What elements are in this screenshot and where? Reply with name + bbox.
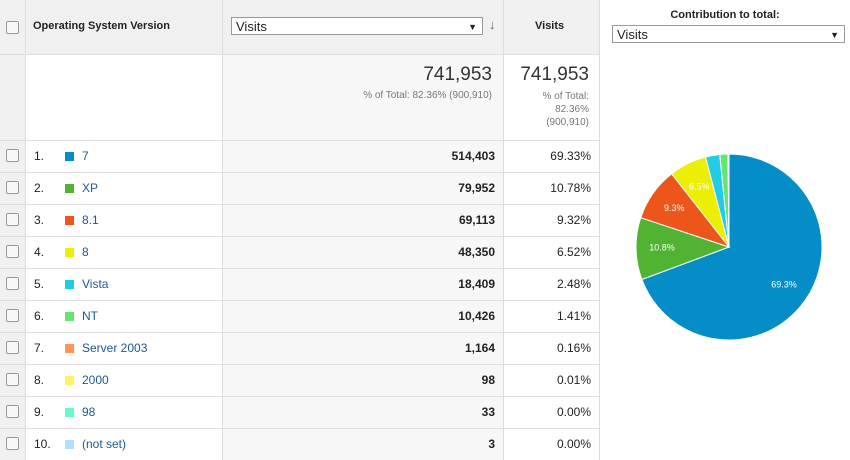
os-link[interactable]: 7 xyxy=(82,149,89,163)
color-swatch xyxy=(65,152,74,161)
sorted-column xyxy=(222,54,503,460)
percent: 6.52% xyxy=(556,245,591,259)
percent: 69.33% xyxy=(550,149,591,163)
row-checkbox[interactable] xyxy=(6,309,19,322)
slice-label: 9.3% xyxy=(664,203,685,213)
total-value: 741,953 xyxy=(520,64,589,85)
row-divider xyxy=(0,300,600,301)
visits: 69,113 xyxy=(458,213,495,227)
row-checkbox[interactable] xyxy=(6,213,19,226)
percent: 0.00% xyxy=(556,437,591,451)
rank: 1. xyxy=(34,149,45,163)
rank: 8. xyxy=(34,373,45,387)
percent: 9.32% xyxy=(556,213,591,227)
visits: 33 xyxy=(481,405,495,419)
slice-label: 6.5% xyxy=(689,181,710,191)
color-swatch xyxy=(65,440,74,449)
row-checkbox[interactable] xyxy=(6,405,19,418)
total-percent-line: % of Total: xyxy=(542,91,589,102)
rank: 5. xyxy=(34,277,45,291)
divider xyxy=(503,0,504,460)
os-link[interactable]: Vista xyxy=(82,277,109,291)
rank: 7. xyxy=(34,341,45,355)
visits: 18,409 xyxy=(458,277,495,291)
row-checkbox[interactable] xyxy=(6,277,19,290)
color-swatch xyxy=(65,248,74,257)
rank: 4. xyxy=(34,245,45,259)
os-link[interactable]: (not set) xyxy=(82,437,127,451)
color-swatch xyxy=(65,280,74,289)
pie-slice xyxy=(641,153,823,341)
divider xyxy=(599,0,600,460)
visits: 98 xyxy=(481,373,495,387)
os-link[interactable]: 2000 xyxy=(82,373,109,387)
slice-label: 10.8% xyxy=(649,243,675,253)
sort-arrow[interactable]: ↓ xyxy=(489,17,496,32)
divider xyxy=(0,54,600,55)
row-divider xyxy=(0,268,600,269)
slice-label: 69.3% xyxy=(771,280,797,290)
percent: 1.41% xyxy=(556,309,591,323)
rank: 2. xyxy=(34,181,45,195)
divider xyxy=(25,0,26,460)
row-divider xyxy=(0,140,600,141)
total-percent: % of Total: 82.36% (900,910) xyxy=(363,90,492,101)
row-divider xyxy=(0,396,600,397)
row-checkbox[interactable] xyxy=(6,245,19,258)
rank: 10. xyxy=(34,437,51,451)
visits: 1,164 xyxy=(464,341,495,355)
row-divider xyxy=(0,204,600,205)
row-divider xyxy=(0,172,600,173)
percent: 0.01% xyxy=(556,373,591,387)
color-swatch xyxy=(65,408,74,417)
total-percent-line: 82.36% xyxy=(555,104,589,115)
percent: 10.78% xyxy=(550,181,591,195)
select-all[interactable] xyxy=(6,21,19,34)
percent: 0.16% xyxy=(556,341,591,355)
rank: 6. xyxy=(34,309,45,323)
row-checkbox[interactable] xyxy=(6,181,19,194)
color-swatch xyxy=(65,376,74,385)
visits: 79,952 xyxy=(458,181,495,195)
total-percent-line: (900,910) xyxy=(546,117,589,128)
row-divider xyxy=(0,332,600,333)
rank: 9. xyxy=(34,405,45,419)
visits: 3 xyxy=(488,437,495,451)
contribution-select[interactable]: Visits xyxy=(612,25,845,44)
row-checkbox[interactable] xyxy=(6,373,19,386)
color-swatch xyxy=(65,344,74,353)
os-link[interactable]: NT xyxy=(82,309,98,323)
divider xyxy=(222,0,223,460)
metric-header: Visits xyxy=(535,20,565,32)
row-checkbox[interactable] xyxy=(6,149,19,162)
percent: 2.48% xyxy=(556,277,591,291)
os-link[interactable]: 98 xyxy=(82,405,96,419)
color-swatch xyxy=(65,184,74,193)
rank: 3. xyxy=(34,213,45,227)
visits: 10,426 xyxy=(458,309,495,323)
os-link[interactable]: XP xyxy=(82,181,99,195)
row-checkbox[interactable] xyxy=(6,341,19,354)
total-value: 741,953 xyxy=(423,64,492,85)
color-swatch xyxy=(65,312,74,321)
color-swatch xyxy=(65,216,74,225)
row-divider xyxy=(0,364,600,365)
contribution-header: Contribution to total: xyxy=(670,9,780,21)
row-divider xyxy=(0,236,600,237)
row-checkbox[interactable] xyxy=(6,437,19,450)
os-link[interactable]: 8 xyxy=(82,245,89,259)
dimension-header: Operating System Version xyxy=(33,20,170,32)
percent: 0.00% xyxy=(556,405,591,419)
metric-select[interactable]: Visits xyxy=(231,17,483,36)
row-divider xyxy=(0,428,600,429)
visits: 48,350 xyxy=(458,245,495,259)
os-link[interactable]: 8.1 xyxy=(82,213,99,227)
os-link[interactable]: Server 2003 xyxy=(82,341,148,355)
visits: 514,403 xyxy=(451,149,495,163)
pie-chart: 69.3% 10.8% 9.3% 6.5% xyxy=(635,153,823,341)
total-percent: % of Total: 82.36% (900,910) xyxy=(505,90,589,129)
